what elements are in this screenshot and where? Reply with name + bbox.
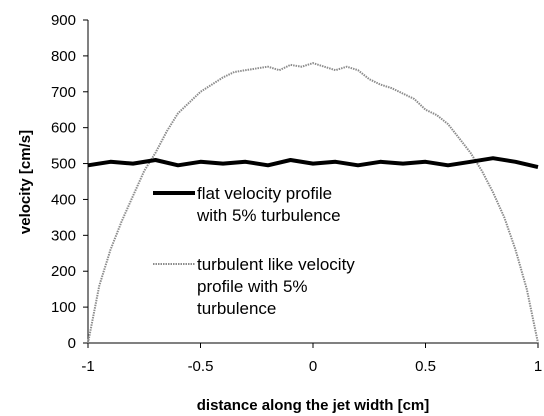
legend-label-flat: flat velocity profile with 5% turbulence: [196, 184, 341, 225]
x-tick-label: 1: [534, 358, 542, 375]
series-line-flat: [87, 156, 539, 170]
y-tick-label: 500: [51, 156, 76, 173]
axes: [83, 19, 539, 348]
y-axis-title: velocity [cm/s]: [17, 130, 34, 234]
x-tick-labels: -1 -0.5 0 0.5 1: [81, 358, 542, 375]
y-tick-label: 300: [51, 227, 76, 244]
y-tick-label: 0: [68, 335, 76, 352]
legend-label-turbulent: turbulent like velocity profile with 5% …: [197, 255, 360, 318]
y-tick-label: 900: [51, 12, 76, 29]
y-tick-label: 600: [51, 120, 76, 137]
y-tick-label: 700: [51, 84, 76, 101]
y-tick-label: 100: [51, 299, 76, 316]
y-tick-labels: 0 100 200 300 400 500 600 700 800 900: [51, 12, 76, 352]
y-tick-label: 800: [51, 48, 76, 65]
x-tick-label: -1: [81, 358, 94, 375]
x-axis-title: distance along the jet width [cm]: [197, 397, 430, 414]
series-layer: [87, 62, 539, 344]
series-line-turbulent: [87, 62, 539, 344]
y-tick-label: 200: [51, 263, 76, 280]
x-tick-label: -0.5: [188, 358, 214, 375]
x-tick-label: 0: [309, 358, 317, 375]
x-tick-label: 0.5: [415, 358, 436, 375]
y-tick-label: 400: [51, 191, 76, 208]
